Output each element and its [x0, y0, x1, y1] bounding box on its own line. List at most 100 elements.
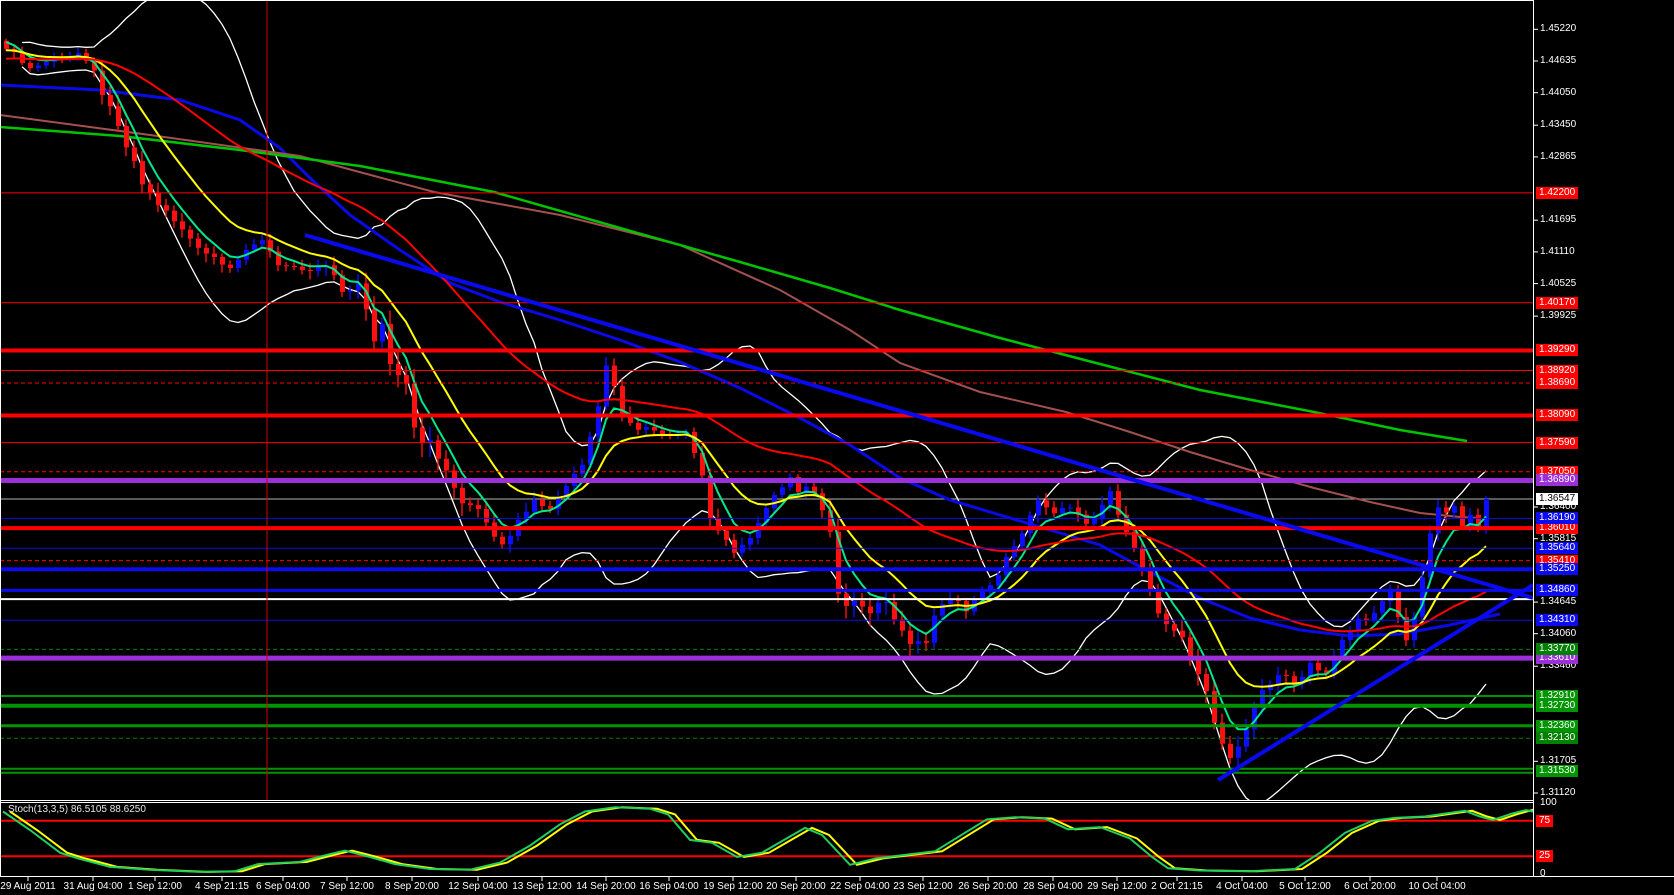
- candle-body: [220, 257, 225, 265]
- price-axis-tick: 1.42865: [1540, 151, 1577, 162]
- candle-body: [932, 615, 937, 643]
- level-price-label: 1.32910: [1536, 690, 1579, 702]
- candle-body: [612, 365, 617, 386]
- candle-body: [1300, 676, 1305, 685]
- ma-blue-100: [0, 83, 1501, 638]
- price-axis-tick: 1.33460: [1540, 660, 1577, 671]
- ma-fast-green: [5, 41, 1487, 731]
- candle-body: [412, 383, 417, 428]
- candle-body: [1316, 662, 1321, 671]
- candle-body: [980, 590, 985, 601]
- candle-body: [308, 270, 313, 272]
- candle-body: [1364, 618, 1369, 620]
- candle-body: [564, 486, 569, 498]
- candle-body: [212, 253, 217, 257]
- price-axis-tick: 1.44050: [1540, 87, 1577, 98]
- candle-body: [1292, 676, 1297, 685]
- candle-body: [1420, 577, 1425, 617]
- level-price-label: 1.35640: [1536, 542, 1579, 554]
- candle-body: [628, 413, 633, 423]
- candle-body: [236, 259, 241, 268]
- candle-body: [1372, 612, 1377, 620]
- support-level-line: [0, 767, 1533, 774]
- candle-body: [956, 599, 961, 602]
- candle-body: [36, 65, 41, 69]
- candle-body: [204, 247, 209, 254]
- candle-body: [916, 641, 921, 645]
- candle-body: [180, 221, 185, 230]
- candle-body: [396, 364, 401, 376]
- downtrend-line[interactable]: [304, 233, 1533, 600]
- candle-body: [1436, 507, 1441, 534]
- candle-body: [460, 487, 465, 504]
- candle-body: [660, 430, 665, 435]
- candle-body: [636, 422, 641, 430]
- candle-body: [340, 275, 345, 292]
- candle-body: [1468, 514, 1473, 527]
- candle-body: [20, 52, 25, 63]
- candle-body: [796, 477, 801, 492]
- candle-body: [436, 440, 441, 459]
- candle-body: [468, 503, 473, 506]
- candle-body: [1484, 499, 1489, 528]
- candle-body: [148, 184, 153, 193]
- level-price-label: 1.42200: [1536, 187, 1579, 199]
- candle-body: [1196, 656, 1201, 674]
- candle-body: [588, 436, 593, 465]
- candle-body: [596, 406, 601, 437]
- candle-body: [524, 511, 529, 520]
- time-axis-label: 2 Oct 21:15: [1151, 881, 1203, 892]
- candle-body: [948, 599, 953, 604]
- time-axis-label: 6 Sep 04:00: [256, 881, 310, 892]
- candle-body: [1052, 507, 1057, 514]
- candle-body: [372, 309, 377, 342]
- candle-body: [300, 266, 305, 271]
- candle-body: [908, 630, 913, 645]
- time-axis-label: 4 Sep 21:15: [195, 881, 249, 892]
- candle-body: [988, 585, 993, 591]
- level-price-label: 1.32730: [1536, 700, 1579, 712]
- candle-body: [884, 602, 889, 603]
- candle-body: [1476, 514, 1481, 528]
- candle-body: [428, 440, 433, 443]
- candle-body: [1260, 689, 1265, 708]
- candle-body: [388, 323, 393, 364]
- level-price-label: 1.34310: [1536, 614, 1579, 626]
- level-price-label: 1.37590: [1536, 437, 1579, 449]
- uptrend-line[interactable]: [1216, 583, 1533, 782]
- candle-body: [1284, 675, 1289, 677]
- time-axis-label: 20 Sep 20:00: [766, 881, 826, 892]
- candle-body: [924, 641, 929, 643]
- candle-body: [1404, 617, 1409, 641]
- candle-body: [1332, 656, 1337, 675]
- candle-body: [1036, 500, 1041, 516]
- stochastic-pane[interactable]: [0, 802, 1533, 876]
- candle-body: [716, 518, 721, 531]
- candle-body: [140, 161, 145, 185]
- candle-body: [1276, 675, 1281, 684]
- candle-body: [1444, 507, 1449, 513]
- price-axis-tick: 1.44635: [1540, 55, 1577, 66]
- main-chart-pane[interactable]: [0, 0, 1533, 800]
- candle-body: [1220, 722, 1225, 744]
- candle-body: [996, 575, 1001, 586]
- level-price-label: 1.33770: [1536, 643, 1579, 655]
- bid-price-label: 1.36547: [1536, 493, 1579, 505]
- candle-body: [276, 251, 281, 266]
- stoch-indicator-label: Stoch(13,3,5) 86.5105 88.6250: [8, 804, 146, 815]
- candle-body: [348, 290, 353, 292]
- candle-body: [860, 600, 865, 607]
- candle-body: [1124, 514, 1129, 532]
- axis-tick-marks: [27, 28, 1538, 881]
- price-axis-tick: 1.31120: [1540, 787, 1576, 798]
- candle-body: [1132, 531, 1137, 549]
- candle-body: [1076, 507, 1081, 515]
- candle-body: [132, 147, 137, 162]
- level-price-label: 1.40170: [1536, 297, 1579, 309]
- level-price-label: 1.38090: [1536, 409, 1579, 421]
- price-axis-tick: 1.35815: [1540, 533, 1577, 544]
- candle-body: [1140, 548, 1145, 570]
- stoch-axis-label: 100: [1540, 797, 1557, 808]
